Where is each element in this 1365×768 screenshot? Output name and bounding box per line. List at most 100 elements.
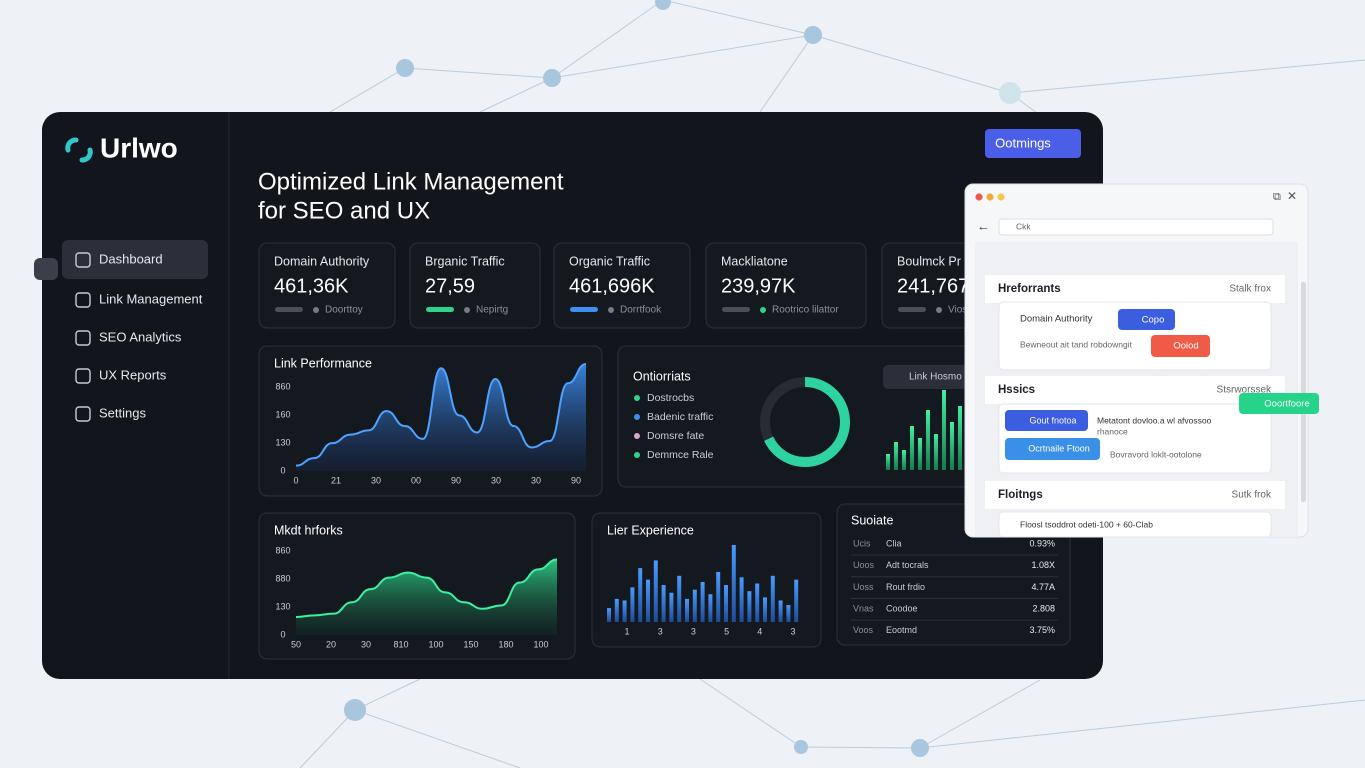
- bar: [747, 591, 752, 622]
- button[interactable]: [1151, 335, 1210, 357]
- table-cell: 4.77A: [1031, 582, 1055, 592]
- x-tick-label: 30: [531, 475, 541, 485]
- bar: [700, 581, 705, 622]
- legend-label: Demmce Rale: [647, 449, 714, 461]
- y-tick-label: 160: [275, 409, 290, 419]
- badge-label: Ooortfoore: [1264, 399, 1309, 410]
- nav-active: [62, 240, 208, 279]
- nav-icon: [75, 406, 91, 422]
- bar: [692, 589, 697, 622]
- legend-label: Domsre fate: [647, 430, 704, 442]
- logo-icon: [65, 137, 93, 163]
- header-button[interactable]: [985, 129, 1081, 158]
- card-title: Link Performance: [274, 356, 372, 370]
- table-cell: Eootmd: [886, 625, 917, 635]
- stat-bar: [898, 307, 926, 312]
- legend-dot: [634, 433, 640, 439]
- area-fill: [296, 364, 586, 471]
- nav-icon: [75, 330, 91, 346]
- y-tick-label: 130: [275, 601, 290, 611]
- nav-item[interactable]: Link Management: [99, 291, 203, 306]
- bar: [607, 608, 611, 622]
- section-link[interactable]: Stsrworssek: [1217, 385, 1272, 396]
- legend-dot: [634, 395, 640, 401]
- table-cell: Adt tocrals: [886, 560, 929, 570]
- section-bg: [985, 481, 1285, 509]
- bar: [794, 579, 799, 622]
- bar: [902, 450, 906, 470]
- stat-dot: [464, 307, 470, 313]
- table-cell: 0.93%: [1029, 538, 1055, 548]
- stat-bar: [570, 307, 598, 312]
- nav-icon: [75, 252, 91, 268]
- x-tick-label: 4: [757, 626, 762, 636]
- button-label: Copo: [1142, 315, 1165, 326]
- nav-item[interactable]: Dashboard: [99, 251, 163, 266]
- stat-value: 461,36K: [274, 275, 349, 297]
- x-tick-label: 30: [371, 475, 381, 485]
- bar: [894, 442, 898, 470]
- button-label: Gout fnotoa: [1029, 415, 1076, 425]
- bar: [739, 577, 744, 622]
- button[interactable]: [1005, 410, 1088, 431]
- x-tick-label: 810: [393, 639, 408, 649]
- x-tick-label: 0: [293, 475, 298, 485]
- nav-icon: [75, 368, 91, 384]
- button[interactable]: [1005, 438, 1100, 460]
- bar: [942, 390, 946, 470]
- pill: [883, 365, 968, 389]
- bar: [755, 583, 760, 622]
- nav-item[interactable]: SEO Analytics: [99, 329, 182, 344]
- x-tick-label: 21: [331, 475, 341, 485]
- bar: [614, 598, 619, 622]
- stat-bar: [426, 307, 454, 312]
- y-tick-label: 860: [275, 545, 290, 555]
- back-button[interactable]: ←: [977, 218, 990, 233]
- bar: [677, 575, 682, 622]
- row-text: Floosl tsoddrot odeti-100 + 60-Clab: [1020, 519, 1153, 529]
- section-link[interactable]: Stalk frox: [1229, 284, 1271, 295]
- bar: [685, 598, 689, 622]
- y-tick-label: 860: [275, 381, 290, 391]
- stat-sub: Rootrico lilattor: [772, 305, 839, 316]
- row-sub: Bovravord loklt-ootolone: [1110, 449, 1202, 459]
- brand: Urlwo: [100, 132, 178, 163]
- address-bar: [998, 218, 1274, 236]
- stat-card: [258, 242, 396, 329]
- nav-item[interactable]: Settings: [99, 405, 146, 420]
- bar: [918, 438, 922, 470]
- window-dot: [997, 193, 1005, 201]
- row-sub: Bewneout ait tand robdowngit: [1020, 339, 1133, 349]
- pill-label: Link Hosmo: [909, 372, 962, 383]
- x-tick-label: 20: [326, 639, 336, 649]
- table-cell: Clia: [886, 538, 902, 548]
- section-title: Hssics: [998, 384, 1035, 396]
- stat-sub: Dorrtfook: [620, 305, 662, 316]
- stat-label: Boulmck Pr: [897, 254, 961, 268]
- x-tick-label: 50: [291, 639, 301, 649]
- button[interactable]: [1118, 309, 1175, 330]
- bar: [724, 585, 728, 622]
- bar: [778, 600, 783, 622]
- window-control[interactable]: ✕: [1287, 189, 1297, 203]
- section-link[interactable]: Sutk frok: [1232, 490, 1272, 501]
- section-title: Floitngs: [998, 489, 1043, 501]
- bar: [638, 568, 643, 622]
- stat-value: 239,97K: [721, 275, 796, 297]
- y-tick-label: 130: [275, 437, 290, 447]
- stat-label: Mackliatone: [721, 254, 788, 268]
- area-line: [295, 558, 558, 618]
- table-cell: Rout frdio: [886, 582, 925, 592]
- bar: [786, 605, 791, 622]
- nav-icon: [75, 292, 91, 308]
- bar: [763, 597, 767, 622]
- y-tick-label: 880: [275, 573, 290, 583]
- nav-item[interactable]: UX Reports: [99, 367, 167, 382]
- bar: [731, 545, 736, 622]
- x-tick-label: 00: [411, 475, 421, 485]
- y-tick-label: 0: [280, 465, 285, 475]
- stat-value: 461,696K: [569, 275, 655, 297]
- legend-label: Badenic traffic: [647, 411, 713, 423]
